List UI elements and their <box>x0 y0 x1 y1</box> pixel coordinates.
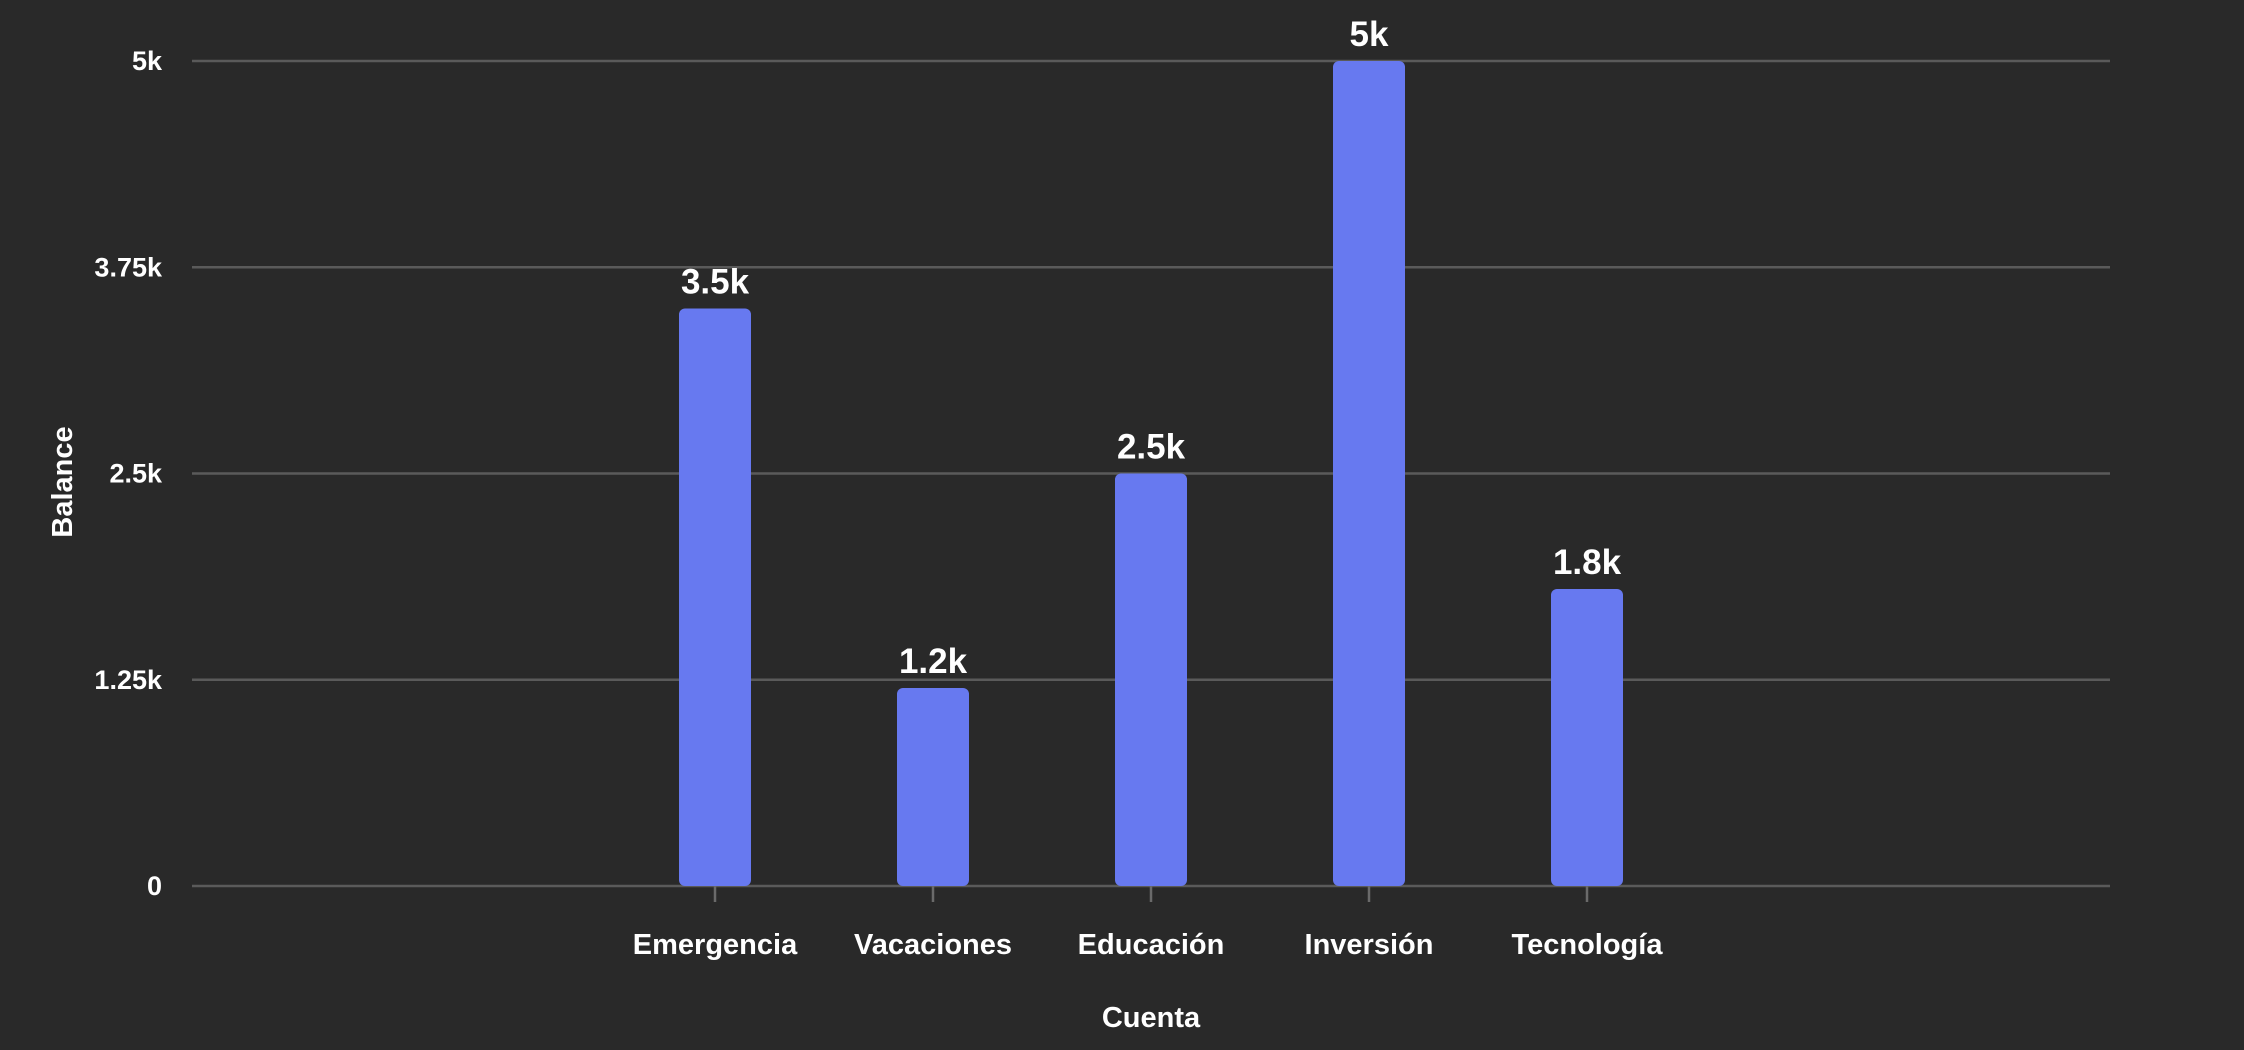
bar-1 <box>897 688 969 886</box>
bar-value-label: 5k <box>1350 15 1389 54</box>
x-tick-label: Inversión <box>1305 929 1434 961</box>
bar-3 <box>1333 61 1405 886</box>
y-tick-label: 3.75k <box>94 252 163 282</box>
bar-value-label: 1.2k <box>899 642 968 681</box>
y-tick-label: 2.5k <box>109 459 163 489</box>
y-tick-label: 0 <box>147 871 162 901</box>
bar-value-label: 1.8k <box>1553 543 1622 582</box>
x-axis-ticks: Emergencia Vacaciones Educación Inversión Te… <box>633 886 1664 961</box>
bar-value-label: 2.5k <box>1117 428 1186 467</box>
y-axis-title: Balance <box>47 426 79 537</box>
x-tick-label: Emergencia <box>633 929 798 961</box>
y-tick-label: 1.25k <box>94 665 163 695</box>
x-tick-label: Vacaciones <box>854 929 1012 961</box>
x-tick-label: Educación <box>1078 929 1225 961</box>
y-axis-ticks: 0 1.25k 2.5k 3.75k 5k <box>94 46 163 901</box>
y-tick-label: 5k <box>132 46 163 76</box>
bar-2 <box>1115 473 1187 886</box>
bar-value-label: 3.5k <box>681 263 750 302</box>
x-axis-title: Cuenta <box>1102 1002 1201 1034</box>
bar-0 <box>679 308 751 886</box>
bars: 3.5k 1.2k 2.5k 5k 1.8k <box>679 15 1623 886</box>
x-tick-label: Tecnología <box>1512 929 1664 961</box>
bar-4 <box>1551 589 1623 886</box>
